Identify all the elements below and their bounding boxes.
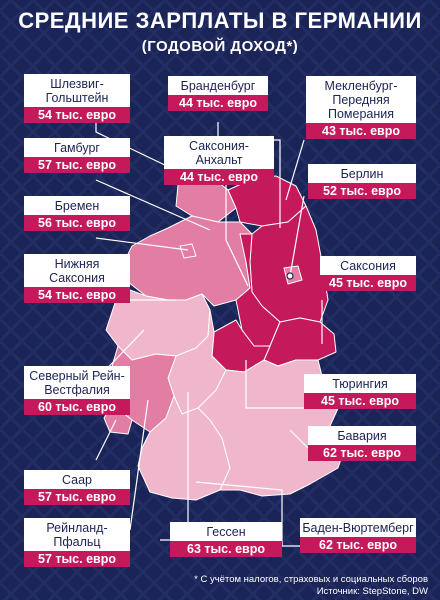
region-value: 62 тыс. евро	[300, 537, 416, 553]
region-name: Нижняя Саксония	[49, 257, 105, 285]
region-value: 45 тыс. евро	[304, 393, 416, 409]
region-value: 57 тыс. евро	[24, 157, 130, 173]
leader-line-th	[245, 360, 304, 409]
leader-line-mv	[285, 139, 305, 201]
region-label-ni: Нижняя Саксония 54 тыс. евро	[24, 254, 130, 303]
region-label-mv: Мекленбург-Передняя Померания 43 тыс. ев…	[306, 76, 416, 139]
region-label-bw: Баден-Вюртемберг 62 тыс. евро	[300, 518, 416, 553]
page-title: СРЕДНИЕ ЗАРПЛАТЫ В ГЕРМАНИИ	[18, 8, 422, 33]
leader-line-by	[289, 429, 309, 449]
leader-line-sh	[95, 120, 197, 181]
leader-line-bw	[195, 481, 300, 547]
leader-line-be	[289, 195, 305, 277]
region-name: Шлезвиг-Гольштейн	[45, 77, 109, 105]
region-value: 60 тыс. евро	[24, 399, 130, 415]
region-value: 57 тыс. евро	[24, 551, 130, 567]
region-value: 56 тыс. евро	[24, 215, 130, 231]
region-shape-ni	[123, 215, 253, 307]
page-subtitle: (ГОДОВОЙ ДОХОД*)	[141, 38, 299, 55]
region-name: Берлин	[340, 167, 384, 181]
region-name: Баден-Вюртемберг	[302, 521, 414, 535]
region-value: 57 тыс. евро	[24, 489, 130, 505]
region-label-sh: Шлезвиг-Гольштейн 54 тыс. евро	[24, 74, 130, 123]
region-value: 54 тыс. евро	[24, 107, 130, 123]
footnote: * С учётом налогов, страховых и социальн…	[194, 574, 428, 585]
source-note: Источник: StepStone, DW	[316, 586, 428, 597]
city-dot-berlin	[286, 272, 294, 280]
region-shape-hb	[179, 243, 197, 259]
leader-line-hb	[95, 237, 189, 251]
region-name: Рейнланд-Пфальц	[46, 521, 108, 549]
region-name: Саар	[61, 473, 93, 487]
leader-line-rp	[129, 399, 149, 531]
region-name: Бавария	[337, 429, 387, 443]
region-name: Тюрингия	[332, 377, 388, 391]
region-label-rp: Рейнланд-Пфальц 57 тыс. евро	[24, 518, 130, 567]
region-name: Бремен	[54, 199, 100, 213]
region-label-hb: Бремен 56 тыс. евро	[24, 196, 130, 231]
region-label-hh: Гамбург 57 тыс. евро	[24, 138, 130, 173]
region-label-sl: Саар 57 тыс. евро	[24, 470, 130, 505]
region-value: 44 тыс. евро	[168, 95, 268, 111]
region-label-st: Саксония-Анхальт 44 тыс. евро	[164, 136, 274, 185]
region-name: Северный Рейн-Вестфалия	[29, 369, 125, 397]
region-label-bb: Бранденбург 44 тыс. евро	[168, 76, 268, 111]
region-name: Бранденбург	[180, 79, 256, 93]
leader-line-sl	[95, 419, 117, 461]
region-label-sn: Саксония 45 тыс. евро	[320, 256, 416, 291]
region-value: 45 тыс. евро	[320, 275, 416, 291]
region-value: 43 тыс. евро	[306, 123, 416, 139]
region-label-he: Гессен 63 тыс. евро	[170, 522, 282, 557]
leader-line-hh	[95, 179, 211, 231]
region-name: Гессен	[206, 525, 246, 539]
region-label-be: Берлин 52 тыс. евро	[308, 164, 416, 199]
region-label-by: Бавария 62 тыс. евро	[308, 426, 416, 461]
region-name: Саксония-Анхальт	[189, 139, 249, 167]
region-value: 62 тыс. евро	[308, 445, 416, 461]
region-value: 54 тыс. евро	[24, 287, 130, 303]
region-name: Мекленбург-Передняя Померания	[324, 79, 398, 121]
region-label-th: Тюрингия 45 тыс. евро	[304, 374, 416, 409]
region-name: Гамбург	[54, 141, 100, 155]
region-value: 44 тыс. евро	[164, 169, 274, 185]
region-value: 63 тыс. евро	[170, 541, 282, 557]
region-value: 52 тыс. евро	[308, 183, 416, 199]
leader-line-st	[225, 184, 249, 287]
region-label-nw: Северный Рейн-Вестфалия 60 тыс. евро	[24, 366, 130, 415]
region-name: Саксония	[340, 259, 396, 273]
